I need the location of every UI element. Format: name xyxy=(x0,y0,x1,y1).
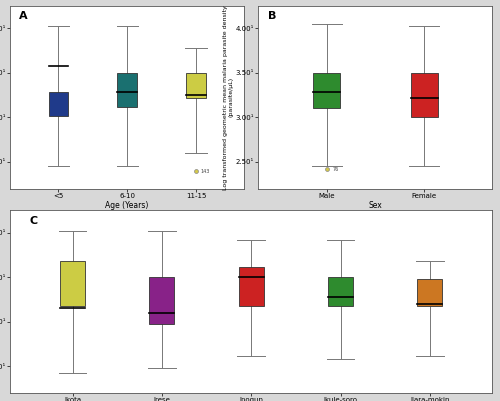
Bar xyxy=(150,277,174,324)
Text: 143: 143 xyxy=(200,169,209,174)
X-axis label: Age (Years): Age (Years) xyxy=(106,201,149,210)
Bar xyxy=(238,267,264,306)
Bar xyxy=(313,73,340,108)
Bar xyxy=(410,73,438,117)
Bar xyxy=(186,73,206,98)
Bar xyxy=(418,279,442,306)
Text: A: A xyxy=(20,12,28,22)
Point xyxy=(322,166,330,172)
Text: 76: 76 xyxy=(332,167,338,172)
Bar xyxy=(48,92,68,115)
Bar xyxy=(60,261,85,306)
X-axis label: Sex: Sex xyxy=(368,201,382,210)
Bar xyxy=(118,73,137,107)
Text: B: B xyxy=(268,12,276,22)
Y-axis label: Log transformed geometric mean malaria parasite density
(parasite/µL): Log transformed geometric mean malaria p… xyxy=(222,5,234,190)
Point xyxy=(192,168,200,174)
Bar xyxy=(328,277,353,306)
Text: C: C xyxy=(30,216,38,226)
